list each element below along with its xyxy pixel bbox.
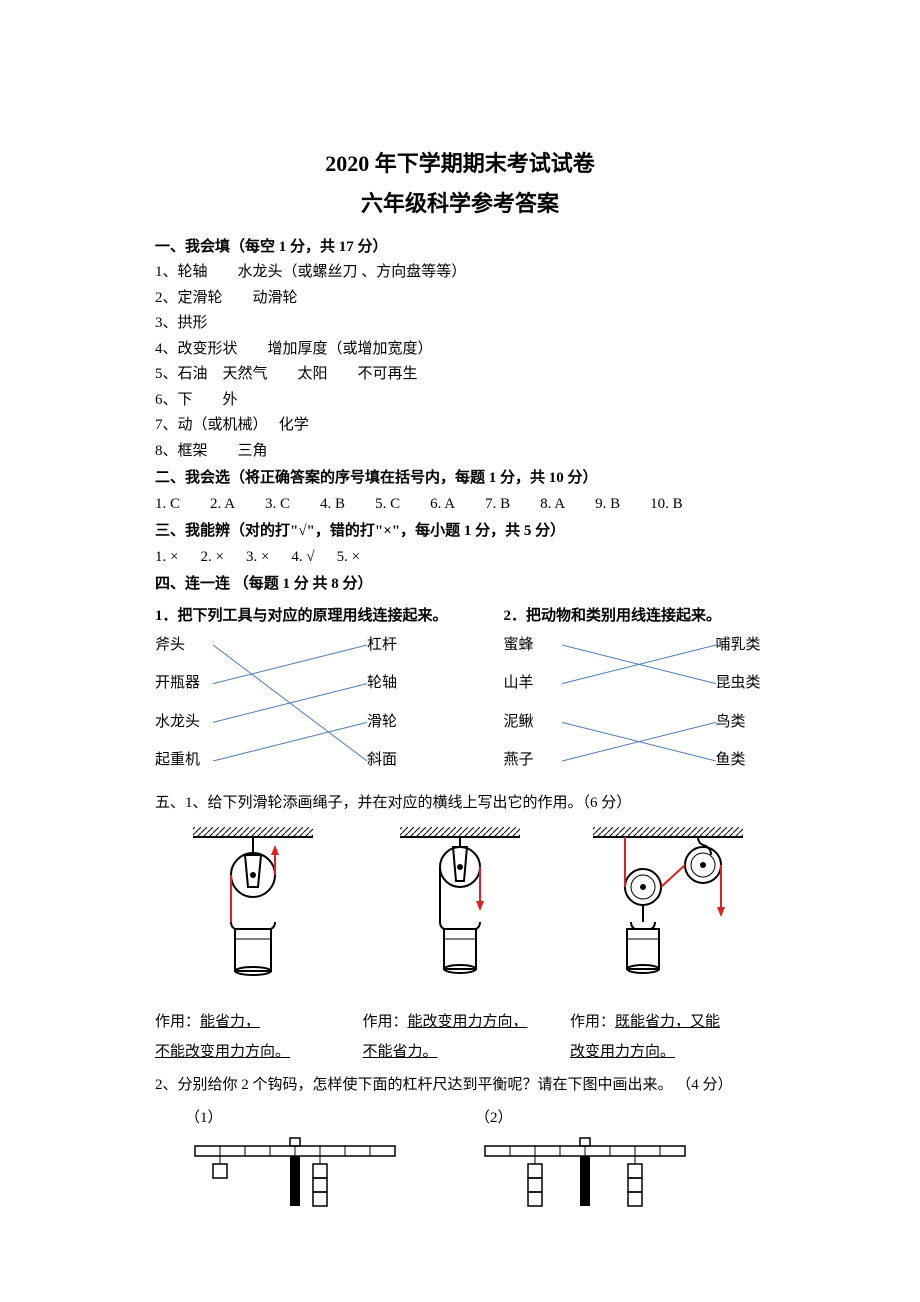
tf-answer: 2. × xyxy=(200,545,223,571)
lever-diagram-icon xyxy=(185,1136,415,1226)
match-left-label: 燕子 xyxy=(504,748,562,774)
section2-answers: 1. C 2. A 3. C 4. B 5. C 6. A 7. B 8. A … xyxy=(155,492,765,518)
lever-diagram-icon xyxy=(475,1136,705,1226)
page-subtitle: 六年级科学参考答案 xyxy=(155,185,765,222)
match-left-label: 开瓶器 xyxy=(155,671,213,697)
pulley-item-2: 作用：能改变用力方向， 不能省力。 xyxy=(363,827,558,1067)
section5-heading: 五、1、给下列滑轮添画绳子，并在对应的横线上写出它的作用。（6 分） xyxy=(155,791,765,817)
match-block-1: 斧头 开瓶器 水龙头 起重机 杠杆 轮轴 滑轮 斜面 xyxy=(155,633,425,783)
section1-item: 1、轮轴 水龙头（或螺丝刀 、方向盘等等） xyxy=(155,260,765,286)
pulley-caption: 作用：能省力， xyxy=(155,1007,350,1037)
section1-item: 7、动（或机械） 化学 xyxy=(155,413,765,439)
lever-section: （1） （2） xyxy=(185,1106,765,1235)
tf-answer: 4. √ xyxy=(291,545,314,571)
match-q2-title: 2．把动物和类别用线连接起来。 xyxy=(504,604,774,630)
pulley-section: 作用：能省力， 不能改变用力方向。 作用：能改变用力方向， 不能省力。 xyxy=(155,827,765,1067)
pulley-caption-2: 不能改变用力方向。 xyxy=(155,1037,350,1067)
lever-item-1: （1） xyxy=(185,1106,415,1235)
section4-heading: 四、连一连 （每题 1 分 共 8 分） xyxy=(155,572,765,598)
mc-answer: 9. B xyxy=(595,492,620,518)
mc-answer: 3. C xyxy=(265,492,290,518)
match-right-label: 轮轴 xyxy=(367,671,425,697)
match-right-label: 杠杆 xyxy=(367,633,425,659)
mc-answer: 8. A xyxy=(540,492,565,518)
match-right-label: 哺乳类 xyxy=(716,633,774,659)
section1-item: 4、改变形状 增加厚度（或增加宽度） xyxy=(155,337,765,363)
pulley-caption-2: 不能省力。 xyxy=(363,1037,558,1067)
mc-answer: 1. C xyxy=(155,492,180,518)
match-right-label: 鸟类 xyxy=(716,710,774,736)
lever-label: （2） xyxy=(475,1106,705,1132)
match-left-label: 斧头 xyxy=(155,633,213,659)
match-right-label: 昆虫类 xyxy=(716,671,774,697)
section2-heading: 二、我会选（将正确答案的序号填在括号内，每题 1 分，共 10 分） xyxy=(155,466,765,492)
pulley-caption: 作用：能改变用力方向， xyxy=(363,1007,558,1037)
match-lines-svg xyxy=(562,633,716,773)
section3-answers: 1. × 2. × 3. × 4. √ 5. × xyxy=(155,545,765,571)
match-right-label: 鱼类 xyxy=(716,748,774,774)
section1-item: 6、下 外 xyxy=(155,388,765,414)
pulley-diagram-icon xyxy=(583,827,753,997)
mc-answer: 4. B xyxy=(320,492,345,518)
tf-answer: 1. × xyxy=(155,545,178,571)
match-q1-title: 1．把下列工具与对应的原理用线连接起来。 xyxy=(155,604,448,630)
pulley-item-3: 作用：既能省力，又能 改变用力方向。 xyxy=(570,827,765,1067)
tf-answer: 5. × xyxy=(337,545,360,571)
match-left-label: 蜜蜂 xyxy=(504,633,562,659)
section5-q2-heading: 2、分别给你 2 个钩码，怎样使下面的杠杆尺达到平衡呢？请在下图中画出来。 （4… xyxy=(155,1073,765,1099)
pulley-caption: 作用：既能省力，又能 xyxy=(570,1007,765,1037)
match-left-label: 水龙头 xyxy=(155,710,213,736)
match-left-label: 泥鳅 xyxy=(504,710,562,736)
pulley-caption-2: 改变用力方向。 xyxy=(570,1037,765,1067)
match-left-label: 山羊 xyxy=(504,671,562,697)
section1-item: 3、拱形 xyxy=(155,311,765,337)
mc-answer: 2. A xyxy=(210,492,235,518)
lever-label: （1） xyxy=(185,1106,415,1132)
mc-answer: 5. C xyxy=(375,492,400,518)
match-container: 1．把下列工具与对应的原理用线连接起来。 斧头 开瓶器 水龙头 起重机 杠杆 轮… xyxy=(155,604,765,784)
match-right-label: 斜面 xyxy=(367,748,425,774)
pulley-diagram-icon xyxy=(183,827,323,997)
section1-item: 2、定滑轮 动滑轮 xyxy=(155,286,765,312)
pulley-item-1: 作用：能省力， 不能改变用力方向。 xyxy=(155,827,350,1067)
mc-answer: 10. B xyxy=(650,492,683,518)
match-block-2: 蜜蜂 山羊 泥鳅 燕子 哺乳类 昆虫类 鸟类 鱼类 xyxy=(504,633,774,783)
section1-item: 5、石油 天然气 太阳 不可再生 xyxy=(155,362,765,388)
match-lines-svg xyxy=(213,633,367,773)
match-left-label: 起重机 xyxy=(155,748,213,774)
mc-answer: 7. B xyxy=(485,492,510,518)
mc-answer: 6. A xyxy=(430,492,455,518)
section3-heading: 三、我能辨（对的打"√"，错的打"×"，每小题 1 分，共 5 分） xyxy=(155,519,765,545)
page-title: 2020 年下学期期末考试试卷 xyxy=(155,145,765,182)
lever-item-2: （2） xyxy=(475,1106,705,1235)
section1-heading: 一、我会填（每空 1 分，共 17 分） xyxy=(155,235,765,261)
tf-answer: 3. × xyxy=(246,545,269,571)
match-right-label: 滑轮 xyxy=(367,710,425,736)
section1-item: 8、框架 三角 xyxy=(155,439,765,465)
pulley-diagram-icon xyxy=(390,827,530,997)
